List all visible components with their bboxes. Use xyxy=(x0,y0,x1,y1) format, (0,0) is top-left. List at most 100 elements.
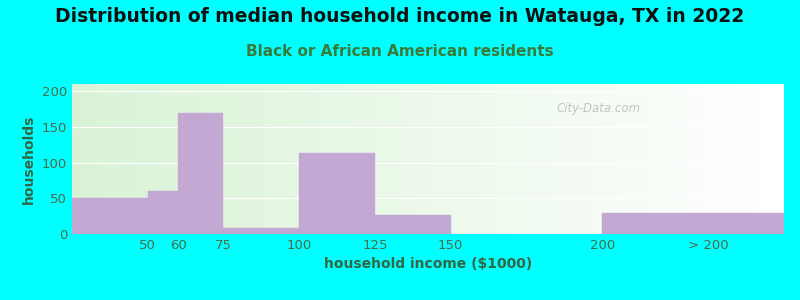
Bar xyxy=(332,84,335,234)
Bar xyxy=(410,84,414,234)
Bar xyxy=(613,84,617,234)
Bar xyxy=(438,84,442,234)
Bar xyxy=(82,84,86,234)
Bar xyxy=(738,84,742,234)
Bar xyxy=(339,84,342,234)
Bar xyxy=(620,84,624,234)
Bar xyxy=(781,84,784,234)
Bar xyxy=(688,84,691,234)
Bar xyxy=(556,84,560,234)
Bar xyxy=(168,84,172,234)
Bar xyxy=(371,84,374,234)
Bar xyxy=(165,84,168,234)
Bar xyxy=(310,84,314,234)
Bar xyxy=(467,84,470,234)
Bar xyxy=(766,84,770,234)
Bar xyxy=(720,84,723,234)
Bar xyxy=(143,84,146,234)
Bar xyxy=(236,84,239,234)
Bar xyxy=(86,84,90,234)
Bar xyxy=(204,84,207,234)
Bar xyxy=(727,84,730,234)
Bar xyxy=(742,84,745,234)
Bar xyxy=(293,84,296,234)
Bar xyxy=(546,84,549,234)
Bar xyxy=(588,84,592,234)
Bar xyxy=(695,84,698,234)
Bar xyxy=(521,84,524,234)
Bar xyxy=(286,84,289,234)
Bar xyxy=(474,84,478,234)
Bar xyxy=(72,198,148,234)
Bar xyxy=(528,84,531,234)
Bar xyxy=(325,84,328,234)
Bar xyxy=(406,84,410,234)
Bar xyxy=(104,84,107,234)
Bar xyxy=(360,84,364,234)
Bar xyxy=(328,84,332,234)
Bar xyxy=(553,84,556,234)
Bar xyxy=(749,84,752,234)
Bar xyxy=(713,84,716,234)
Bar xyxy=(602,213,784,234)
Bar xyxy=(478,84,482,234)
Bar xyxy=(261,84,264,234)
Bar xyxy=(223,228,299,234)
Bar xyxy=(574,84,578,234)
Bar xyxy=(435,84,438,234)
Text: Black or African American residents: Black or African American residents xyxy=(246,44,554,59)
Bar xyxy=(257,84,261,234)
Bar xyxy=(296,84,300,234)
Bar xyxy=(303,84,307,234)
Bar xyxy=(146,84,150,234)
Bar xyxy=(197,84,200,234)
Bar xyxy=(492,84,496,234)
Bar xyxy=(506,84,510,234)
Y-axis label: households: households xyxy=(22,114,36,204)
Bar xyxy=(710,84,713,234)
Bar xyxy=(122,84,126,234)
Bar xyxy=(585,84,588,234)
Bar xyxy=(698,84,702,234)
Bar xyxy=(496,84,499,234)
Bar xyxy=(200,84,204,234)
Bar xyxy=(581,84,585,234)
Bar xyxy=(314,84,318,234)
Bar xyxy=(652,84,656,234)
Bar xyxy=(759,84,762,234)
Bar xyxy=(453,84,457,234)
Bar xyxy=(514,84,517,234)
Bar xyxy=(136,84,140,234)
Bar xyxy=(524,84,528,234)
Bar xyxy=(578,84,581,234)
Bar xyxy=(666,84,670,234)
Bar xyxy=(663,84,666,234)
Bar xyxy=(549,84,553,234)
Bar xyxy=(364,84,367,234)
Bar xyxy=(207,84,211,234)
Bar xyxy=(702,84,706,234)
Bar xyxy=(403,84,406,234)
Bar xyxy=(335,84,339,234)
Bar xyxy=(126,84,129,234)
Bar xyxy=(178,112,223,234)
Bar xyxy=(446,84,450,234)
Bar xyxy=(158,84,161,234)
Bar xyxy=(681,84,684,234)
Bar xyxy=(684,84,688,234)
Bar xyxy=(389,84,393,234)
Bar xyxy=(659,84,663,234)
Bar xyxy=(75,84,79,234)
Bar xyxy=(214,84,218,234)
Bar xyxy=(154,84,158,234)
Bar xyxy=(567,84,570,234)
Bar xyxy=(374,84,378,234)
Bar xyxy=(425,84,428,234)
Bar xyxy=(342,84,346,234)
Bar xyxy=(79,84,82,234)
Text: Distribution of median household income in Watauga, TX in 2022: Distribution of median household income … xyxy=(55,8,745,26)
Bar xyxy=(161,84,165,234)
Bar xyxy=(563,84,567,234)
Bar xyxy=(755,84,759,234)
Bar xyxy=(386,84,389,234)
